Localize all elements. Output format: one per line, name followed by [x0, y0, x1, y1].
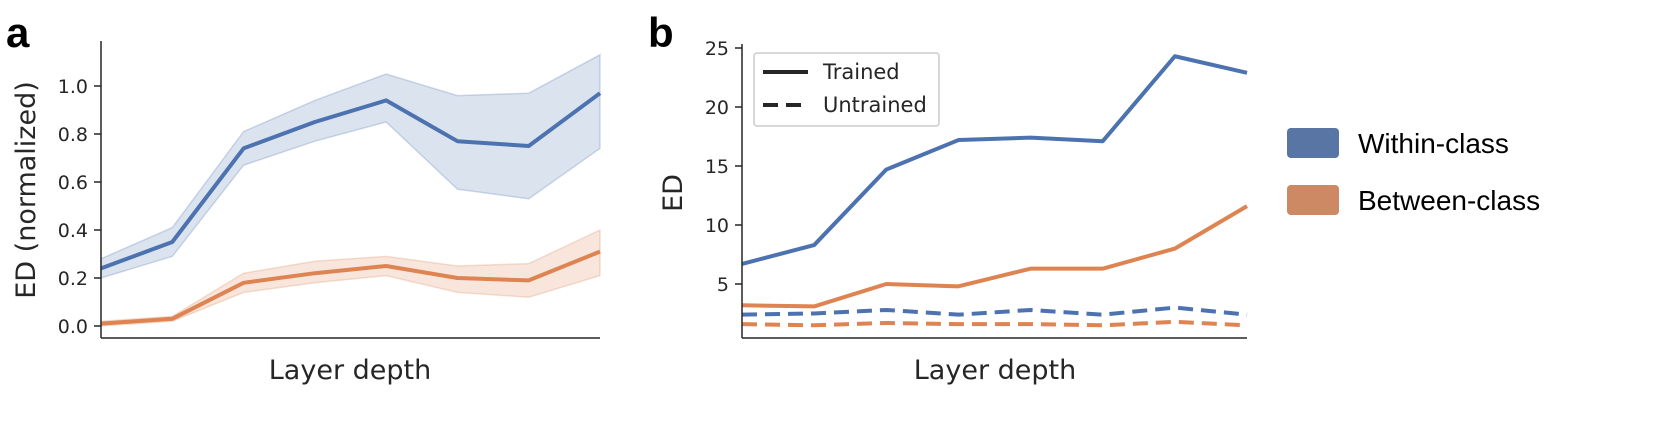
- panel-letter-b: b: [648, 9, 674, 56]
- y-tick-label: 10: [705, 215, 729, 237]
- panel-b-chart: 5 10 15 20 25 Layer depth ED Trained Untrain…: [658, 38, 1249, 386]
- legend-swatch-within-class: [1287, 128, 1339, 158]
- between-class-line: [100, 249, 601, 326]
- legend-label-untrained: Untrained: [823, 93, 927, 117]
- class-legend: Within-class Between-class: [1287, 128, 1540, 216]
- y-ticks: 0.0 0.2 0.4 0.6 0.8 1.0: [58, 76, 101, 338]
- panel-a-chart: 0.0 0.2 0.4 0.6 0.8 1.0 Layer depth ED (norma…: [11, 41, 602, 386]
- confidence-bands: [100, 53, 601, 327]
- legend-swatch-between-class: [1287, 185, 1339, 215]
- within-class-band: [100, 53, 601, 280]
- y-tick-label: 5: [717, 274, 729, 296]
- between-class-untrained-line: [741, 319, 1248, 328]
- y-tick-label: 20: [705, 97, 729, 119]
- line-style-legend: Trained Untrained: [753, 52, 940, 127]
- y-tick-label: 0.6: [58, 172, 88, 194]
- y-ticks: 5 10 15 20 25: [705, 38, 742, 296]
- y-tick-label: 0.4: [58, 220, 88, 242]
- x-axis-label: Layer depth: [914, 355, 1076, 386]
- y-axis-label: ED: [658, 174, 689, 212]
- within-class-trained-line: [741, 54, 1248, 266]
- y-tick-label: 0.2: [58, 268, 88, 290]
- legend-label-within-class: Within-class: [1358, 128, 1509, 159]
- y-axis-label: ED (normalized): [11, 81, 42, 299]
- y-tick-label: 15: [705, 156, 729, 178]
- series-lines: [100, 91, 602, 326]
- y-tick-label: 1.0: [58, 76, 88, 98]
- y-tick-label: 0.0: [58, 316, 88, 338]
- x-axis-label: Layer depth: [269, 355, 431, 386]
- series-lines: [741, 54, 1249, 328]
- within-class-untrained-line: [741, 305, 1248, 317]
- between-class-band: [100, 228, 601, 327]
- legend-label-between-class: Between-class: [1358, 185, 1540, 216]
- legend-label-trained: Trained: [822, 60, 900, 84]
- between-class-trained-line: [741, 204, 1249, 309]
- panel-letter-a: a: [6, 9, 30, 56]
- y-tick-label: 0.8: [58, 124, 88, 146]
- within-class-line: [100, 91, 602, 271]
- y-tick-label: 25: [705, 38, 729, 60]
